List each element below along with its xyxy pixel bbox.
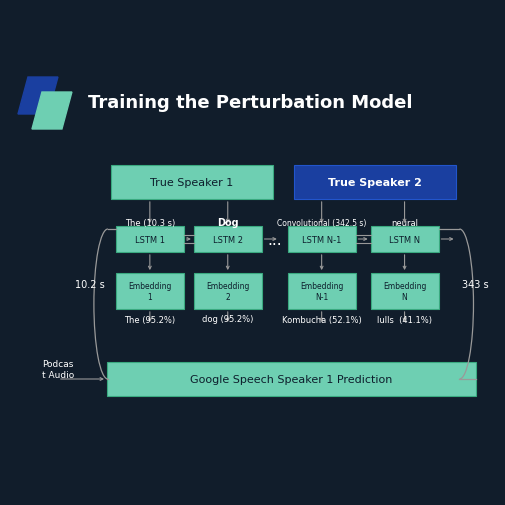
FancyBboxPatch shape: [370, 274, 438, 310]
Text: LSTM N: LSTM N: [388, 235, 419, 244]
Text: True Speaker 1: True Speaker 1: [150, 178, 233, 188]
Text: Google Speech Speaker 1 Prediction: Google Speech Speaker 1 Prediction: [190, 374, 392, 384]
Text: dog (95.2%): dog (95.2%): [201, 315, 253, 324]
FancyBboxPatch shape: [370, 227, 438, 252]
Text: The (95.2%): The (95.2%): [124, 315, 175, 324]
FancyBboxPatch shape: [293, 166, 454, 199]
FancyBboxPatch shape: [193, 274, 261, 310]
Text: Podcas
t Audio: Podcas t Audio: [42, 360, 74, 379]
Text: Embedding
1: Embedding 1: [128, 282, 171, 301]
Text: Convolutional (342.5 s): Convolutional (342.5 s): [276, 218, 366, 227]
Text: ...: ...: [267, 232, 281, 247]
FancyBboxPatch shape: [193, 227, 261, 252]
Text: Embedding
N: Embedding N: [382, 282, 425, 301]
FancyBboxPatch shape: [116, 274, 183, 310]
Text: Training the Perturbation Model: Training the Perturbation Model: [88, 94, 412, 112]
Text: True Speaker 2: True Speaker 2: [327, 178, 421, 188]
FancyBboxPatch shape: [111, 166, 272, 199]
FancyBboxPatch shape: [287, 227, 355, 252]
Polygon shape: [18, 78, 58, 115]
Text: Dog: Dog: [217, 218, 238, 228]
FancyBboxPatch shape: [107, 362, 476, 396]
Text: LSTM N-1: LSTM N-1: [301, 235, 341, 244]
FancyBboxPatch shape: [287, 274, 355, 310]
Text: LSTM 2: LSTM 2: [212, 235, 242, 244]
Text: Embedding
N-1: Embedding N-1: [299, 282, 343, 301]
Text: 10.2 s: 10.2 s: [75, 279, 105, 289]
Text: neural: neural: [390, 218, 417, 227]
Text: 343 s: 343 s: [462, 279, 488, 289]
Text: Kombucha (52.1%): Kombucha (52.1%): [281, 315, 361, 324]
Polygon shape: [32, 93, 72, 130]
Text: LSTM 1: LSTM 1: [134, 235, 165, 244]
FancyBboxPatch shape: [116, 227, 183, 252]
Text: Embedding
2: Embedding 2: [206, 282, 249, 301]
Text: lulls  (41.1%): lulls (41.1%): [376, 315, 431, 324]
Text: The (10.3 s): The (10.3 s): [124, 218, 175, 227]
